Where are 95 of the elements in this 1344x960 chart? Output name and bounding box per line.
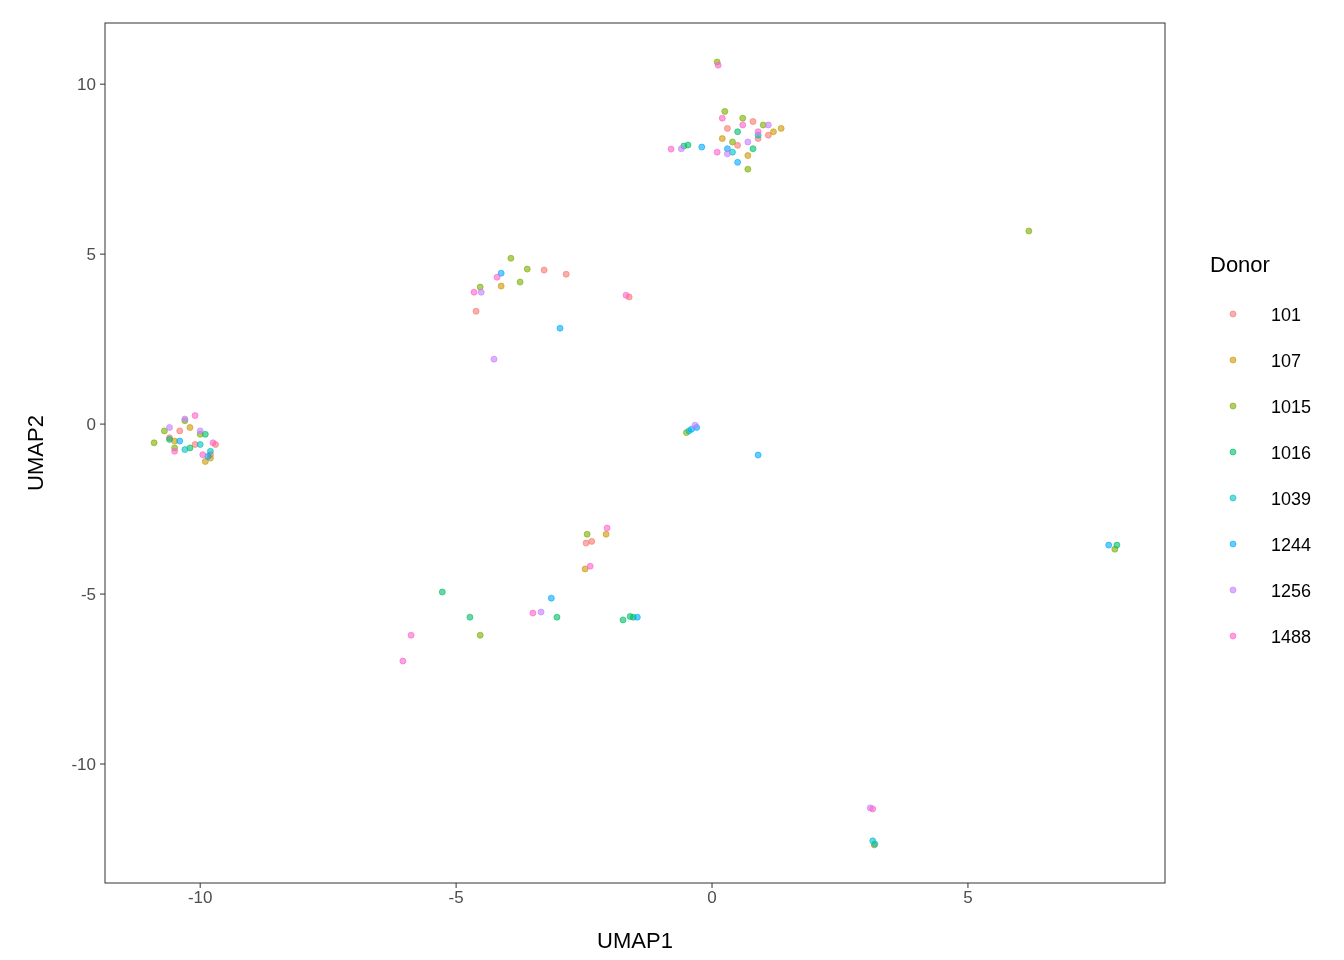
point xyxy=(744,138,752,146)
point xyxy=(721,107,729,115)
point xyxy=(407,631,415,639)
point xyxy=(582,539,590,547)
legend-label: 107 xyxy=(1271,351,1302,371)
point xyxy=(581,565,589,573)
point xyxy=(734,141,742,149)
point xyxy=(739,121,747,129)
point xyxy=(744,152,752,160)
point xyxy=(583,530,591,538)
point xyxy=(602,530,610,538)
point xyxy=(547,594,555,602)
point xyxy=(186,424,194,432)
point xyxy=(718,114,726,122)
x-tick-label: 0 xyxy=(707,888,717,907)
x-tick-label: 5 xyxy=(963,888,973,907)
y-axis-title: UMAP2 xyxy=(23,415,48,491)
point xyxy=(769,128,777,136)
point xyxy=(729,138,736,146)
point xyxy=(472,307,480,315)
point xyxy=(181,446,189,454)
point xyxy=(493,273,501,281)
point xyxy=(749,145,757,153)
point xyxy=(556,324,564,332)
legend-label: 101 xyxy=(1271,305,1302,325)
point xyxy=(588,537,596,545)
point xyxy=(165,424,173,432)
legend-title: Donor xyxy=(1210,252,1270,277)
x-tick-label: -10 xyxy=(187,888,213,907)
point xyxy=(201,430,209,438)
point xyxy=(723,150,731,158)
point xyxy=(497,269,505,277)
point xyxy=(713,148,721,156)
x-tick-label: -5 xyxy=(448,888,464,907)
point xyxy=(529,609,537,617)
point xyxy=(759,121,767,129)
point xyxy=(196,441,204,448)
point xyxy=(603,524,611,532)
y-tick-label: 10 xyxy=(77,75,96,95)
x-axis-title: UMAP1 xyxy=(597,928,673,953)
point xyxy=(1105,541,1113,549)
point xyxy=(466,613,474,621)
point xyxy=(764,131,772,139)
legend-label: 1488 xyxy=(1271,627,1312,647)
point xyxy=(744,165,752,173)
point xyxy=(176,427,184,435)
point xyxy=(698,143,706,151)
point xyxy=(160,427,168,435)
point xyxy=(497,282,505,290)
point xyxy=(150,439,158,447)
point xyxy=(723,145,731,153)
point xyxy=(507,254,515,262)
point xyxy=(718,135,726,143)
y-tick-label: 5 xyxy=(86,245,96,265)
point xyxy=(739,114,747,122)
point xyxy=(1025,227,1033,235)
point xyxy=(476,283,484,291)
y-tick-label: 0 xyxy=(86,415,96,435)
legend-label: 1015 xyxy=(1271,397,1312,417)
y-tick-label: -10 xyxy=(71,755,96,775)
point xyxy=(749,118,757,126)
point xyxy=(186,444,194,452)
point xyxy=(476,631,484,639)
point xyxy=(619,616,627,624)
y-tick-label: -5 xyxy=(80,585,96,605)
point xyxy=(1113,541,1121,549)
legend-label: 1244 xyxy=(1271,535,1312,555)
point xyxy=(477,288,485,296)
legend-label: 1256 xyxy=(1271,581,1312,601)
legend-label: 1039 xyxy=(1271,489,1312,509)
point xyxy=(723,124,731,132)
point xyxy=(553,613,561,621)
point xyxy=(199,451,207,459)
point xyxy=(191,412,199,420)
point xyxy=(470,288,478,296)
point xyxy=(734,158,742,166)
point xyxy=(562,270,570,278)
legend-label: 1016 xyxy=(1271,443,1312,463)
point xyxy=(438,588,446,596)
point xyxy=(633,613,641,621)
point xyxy=(667,145,675,153)
point xyxy=(540,266,548,274)
point xyxy=(516,278,524,286)
point xyxy=(201,458,209,465)
point xyxy=(490,355,498,363)
point xyxy=(754,451,762,459)
point xyxy=(523,265,531,273)
point xyxy=(586,562,594,570)
point xyxy=(399,657,407,665)
point xyxy=(206,447,214,455)
point xyxy=(764,121,772,129)
point xyxy=(734,128,742,136)
point xyxy=(176,437,184,445)
point xyxy=(537,608,545,616)
point xyxy=(777,124,785,132)
